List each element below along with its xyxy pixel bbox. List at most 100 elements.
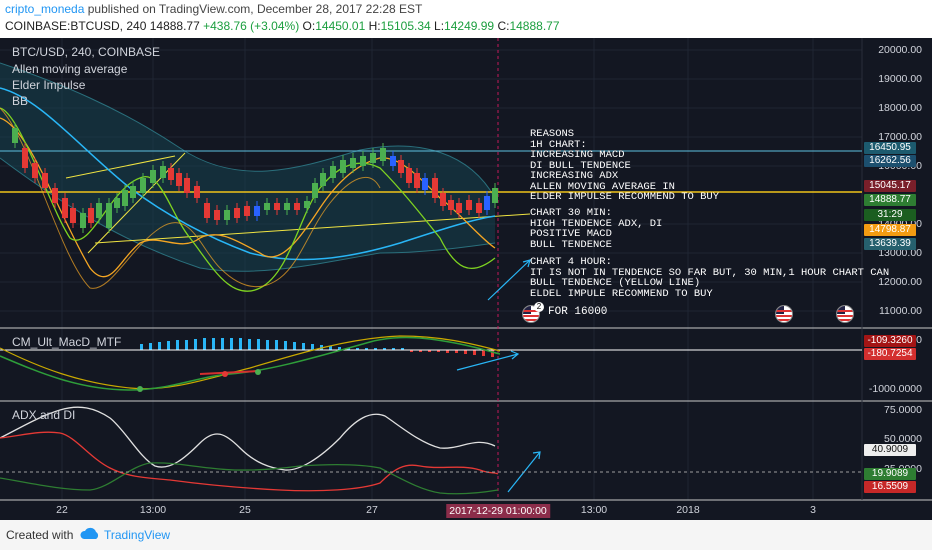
publish-info: published on TradingView.com, December 2… (87, 2, 423, 16)
price-axis-label: 11000.00 (878, 305, 922, 317)
candle-body (62, 198, 68, 218)
candle-body (492, 188, 498, 203)
macd-hist-bar (365, 348, 368, 350)
macd-hist-bar (221, 338, 224, 350)
publish-line: cripto_moneda published on TradingView.c… (5, 2, 422, 16)
time-axis-label: 3 (810, 504, 816, 516)
legend-bb[interactable]: BB (12, 94, 29, 108)
macd-hist-bar (230, 338, 233, 350)
adx-axis-label: 50.0000 (884, 433, 922, 445)
macd-hist-bar (158, 342, 161, 350)
time-axis-label: 27 (366, 504, 378, 516)
annotation-reasons: REASONS 1H CHART: INCREASING MACD DI BUL… (530, 128, 720, 203)
price-axis-label: 17000.00 (878, 131, 922, 143)
macd-hist-bar (446, 350, 449, 353)
macd-hist-bar (275, 340, 278, 350)
candle-body (422, 178, 428, 190)
macd-hist-bar (266, 340, 269, 350)
tradingview-link[interactable]: TradingView (104, 528, 171, 542)
candle-body (440, 193, 446, 206)
chart-canvas[interactable] (0, 38, 932, 520)
price-axis-label: 19000.00 (878, 73, 922, 85)
legend-elder[interactable]: Elder Impulse (12, 78, 86, 92)
candle-body (52, 188, 58, 203)
macd-hist-bar (248, 339, 251, 350)
candle-body (350, 158, 356, 168)
candle-body (42, 173, 48, 188)
candle-body (320, 173, 326, 186)
macd-hist-bar (428, 350, 431, 352)
candle-body (406, 168, 412, 183)
annotation-chart30: CHART 30 MIN: HIGH TENDENCE ADX, DI POSI… (530, 207, 663, 251)
candle-body (398, 160, 404, 173)
footer: Created with TradingView (0, 520, 932, 550)
annotation-chart4h: CHART 4 HOUR: IT IS NOT IN TENDENCE SO F… (530, 256, 890, 300)
macd-title[interactable]: CM_Ult_MacD_MTF (12, 335, 122, 349)
candle-body (88, 208, 94, 223)
candle-body (12, 128, 18, 143)
event-flag-icon[interactable] (775, 305, 793, 323)
candle-body (106, 203, 112, 228)
open-value: 14450.01 (315, 19, 366, 33)
annotation-target: FOR 16000 (548, 306, 608, 318)
candle-body (160, 166, 166, 178)
macd-hist-bar (437, 350, 440, 352)
candle-body (96, 203, 102, 218)
candle-body (254, 206, 260, 216)
candle-body (140, 178, 146, 193)
macd-hist-bar (338, 347, 341, 350)
price-tag: 16450.95 (864, 142, 916, 154)
chart-header: cripto_moneda published on TradingView.c… (0, 0, 932, 38)
legend-title[interactable]: BTC/USD, 240, COINBASE (12, 45, 161, 59)
candle-body (214, 210, 220, 220)
candle-body (114, 198, 120, 208)
candle-body (80, 213, 86, 228)
macd-hist-bar (257, 339, 260, 350)
price-tag: 16262.56 (864, 155, 916, 167)
author-link[interactable]: cripto_moneda (5, 2, 85, 16)
macd-tag: -109.3260 (864, 335, 916, 347)
adx-tag: 19.9089 (864, 468, 916, 480)
candle-body (150, 170, 156, 183)
candle-body (432, 178, 438, 198)
close-label: C: (497, 19, 510, 33)
candle-body (456, 203, 462, 213)
candle-body (32, 163, 38, 178)
symbol-label: COINBASE:BTCUSD, 240 (5, 19, 147, 33)
time-axis-label: 2018 (676, 504, 700, 516)
price-tag: 14798.87 (864, 224, 916, 236)
chart-area[interactable]: BTC/USD, 240, COINBASE Allen moving aver… (0, 38, 932, 520)
macd-hist-bar (185, 340, 188, 350)
candle-body (284, 203, 290, 210)
candle-body (360, 156, 366, 166)
candle-body (224, 210, 230, 220)
candle-body (330, 166, 336, 178)
time-axis-label: 13:00 (139, 504, 167, 516)
close-value: 14888.77 (509, 19, 560, 33)
candle-body (122, 190, 128, 206)
candle-body (312, 183, 318, 198)
macd-hist-bar (464, 350, 467, 354)
candle-body (466, 200, 472, 210)
macd-hist-bar (392, 348, 395, 350)
time-axis-label: 25 (239, 504, 251, 516)
legend-allen[interactable]: Allen moving average (12, 62, 128, 76)
candle-body (448, 200, 454, 210)
macd-axis-label: -1000.0000 (868, 383, 922, 395)
macd-hist-bar (401, 348, 404, 350)
price-axis-label: 18000.00 (878, 102, 922, 114)
adx-tag: 40.9009 (864, 444, 916, 456)
macd-hist-bar (329, 346, 332, 350)
macd-hist-bar (482, 350, 485, 356)
candle-body (244, 206, 250, 216)
candle-body (22, 148, 28, 168)
low-label: L: (434, 19, 445, 33)
macd-hist-bar (194, 339, 197, 350)
macd-hist-bar (383, 348, 386, 350)
event-flag-icon[interactable] (836, 305, 854, 323)
macd-hist-bar (356, 348, 359, 350)
adx-title[interactable]: ADX and DI (12, 408, 76, 422)
last-price: 14888.77 (149, 19, 200, 33)
adx-axis-label: 75.0000 (884, 404, 922, 416)
macd-hist-bar (302, 343, 305, 350)
